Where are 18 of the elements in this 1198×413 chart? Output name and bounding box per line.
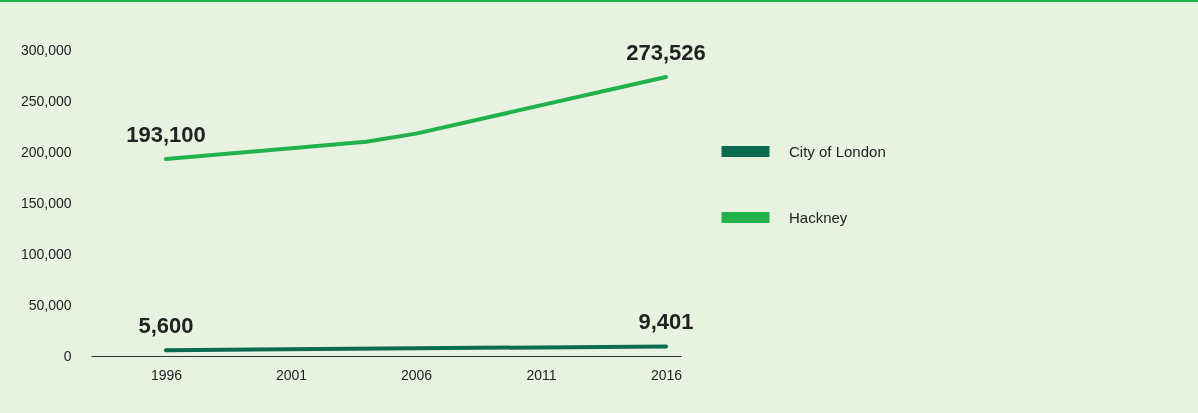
y-tick-label: 150,000 [20,194,72,211]
data-label: 5,600 [138,313,194,339]
legend-label: Hackney [789,208,848,226]
x-tick-label: 2001 [275,366,308,383]
x-tick-label: 1996 [150,366,183,383]
legend-label: City of London [789,142,886,160]
y-tick-label: 200,000 [20,143,72,160]
y-tick-label: 300,000 [20,41,72,58]
data-label: 273,526 [626,40,706,65]
x-tick-label: 2016 [650,366,683,383]
y-tick-label: 100,000 [20,245,72,262]
y-tick-label: 0 [63,347,72,364]
y-tick-label: 250,000 [20,92,72,109]
y-tick-label: 50,000 [28,296,72,313]
data-label: 193,100 [126,122,206,148]
data-label: 9,401 [638,309,694,335]
x-tick-label: 2006 [400,366,433,383]
x-tick-label: 2011 [526,366,557,383]
